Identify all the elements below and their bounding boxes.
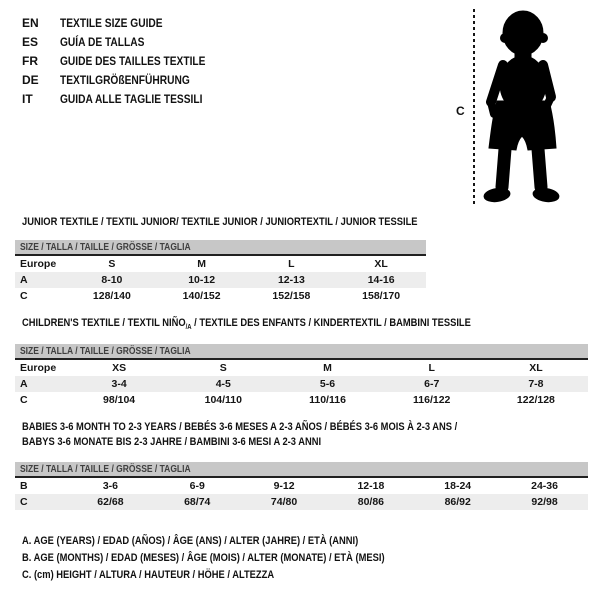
row-label: Europe [20,362,57,374]
measure-legend: A. AGE (YEARS) / EDAD (AÑOS) / ÂGE (ANS)… [22,535,449,586]
height-dashed-line [473,9,475,207]
size-cell: 128/140 [92,290,131,302]
lang-code: FR [22,53,38,68]
table-row: Europe XS S M L XL [15,360,588,376]
size-cell: 116/122 [413,394,451,406]
size-cell: 152/158 [272,290,311,302]
legend-line-c: C. (cm) HEIGHT / ALTURA / HAUTEUR / HÖHE… [22,569,275,581]
row-label: B [20,480,28,492]
size-cell: 158/170 [362,290,401,302]
table-row: A 8-10 10-12 12-13 14-16 [15,272,426,288]
size-cell: 6-9 [189,480,205,492]
size-cell: 18-24 [444,480,472,492]
size-cell: 80/86 [357,496,385,508]
table-row: B 3-6 6-9 9-12 12-18 18-24 24-36 [15,478,588,494]
lang-title: TEXTILGRÖßENFÜHRUNG [60,72,190,87]
size-cell: 6-7 [424,378,440,390]
children-section-title: CHILDREN'S TEXTILE / TEXTIL NIÑO/A / TEX… [22,317,471,332]
table-row: C 98/104 104/110 110/116 116/122 122/128 [15,392,588,408]
size-cell: 62/68 [97,496,124,508]
lang-title: GUÍA DE TALLAS [60,34,145,49]
size-cell: 3-6 [102,480,118,492]
size-cell: 8-10 [101,274,123,286]
size-cell: 74/80 [270,496,298,508]
legend-line-a: A. AGE (YEARS) / EDAD (AÑOS) / ÂGE (ANS)… [22,535,359,547]
lang-row-fr: FR GUIDE DES TAILLES TEXTILE [22,51,231,70]
row-label: A [20,378,28,390]
lang-code: EN [22,15,39,30]
size-header-bar: SIZE / TALLA / TAILLE / GRÖSSE / TAGLIA [15,240,426,256]
size-cell: 10-12 [188,274,216,286]
lang-title: GUIDE DES TAILLES TEXTILE [60,53,206,68]
baby-silhouette-icon [483,10,560,203]
lang-title: GUIDA ALLE TAGLIE TESSILI [60,91,203,106]
row-label: C [20,496,28,508]
size-cell: S [108,258,116,270]
junior-section-title: JUNIOR TEXTILE / TEXTIL JUNIOR/ TEXTILE … [22,216,418,228]
size-cell: XL [529,362,543,374]
table-row: A 3-4 4-5 5-6 6-7 7-8 [15,376,588,392]
table-row: Europe S M L XL [15,256,426,272]
size-cell: 5-6 [319,378,336,390]
row-label: Europe [20,258,57,270]
babies-size-table: SIZE / TALLA / TAILLE / GRÖSSE / TAGLIA … [15,462,588,510]
lang-code: DE [22,72,39,87]
size-header-bar: SIZE / TALLA / TAILLE / GRÖSSE / TAGLIA [15,462,588,478]
lang-row-es: ES GUÍA DE TALLAS [22,32,231,51]
height-measure-label: C [456,104,465,118]
size-cell: 122/128 [516,394,555,406]
size-cell: 4-5 [215,378,231,390]
language-title-block: EN TEXTILE SIZE GUIDE ES GUÍA DE TALLAS … [22,13,231,108]
size-cell: XS [112,362,127,374]
size-cell: 9-12 [273,480,295,492]
legend-line-b: B. AGE (MONTHS) / EDAD (MESES) / ÂGE (MO… [22,552,385,564]
size-header-bar: SIZE / TALLA / TAILLE / GRÖSSE / TAGLIA [15,344,588,360]
lang-row-it: IT GUIDA ALLE TAGLIE TESSILI [22,89,231,108]
size-cell: 98/104 [103,394,136,406]
lang-title: TEXTILE SIZE GUIDE [60,15,163,30]
lang-code: ES [22,34,39,49]
table-row: C 128/140 140/152 152/158 158/170 [15,288,426,304]
size-cell: M [323,362,332,374]
size-cell: L [428,362,435,374]
size-cell: 12-13 [277,274,305,286]
lang-row-en: EN TEXTILE SIZE GUIDE [22,13,231,32]
size-cell: 12-18 [357,480,385,492]
children-size-table: SIZE / TALLA / TAILLE / GRÖSSE / TAGLIA … [15,344,588,408]
table-row: C 62/68 68/74 74/80 80/86 86/92 92/98 [15,494,588,510]
row-label: A [20,274,28,286]
lang-row-de: DE TEXTILGRÖßENFÜHRUNG [22,70,231,89]
row-label: C [20,394,28,406]
size-cell: S [219,362,227,374]
size-cell: 3-4 [111,378,127,390]
lang-code: IT [22,91,33,106]
size-cell: 110/116 [309,394,346,406]
size-cell: XL [374,258,388,270]
size-cell: 14-16 [367,274,395,286]
size-cell: M [197,258,206,270]
size-cell: 104/110 [204,394,242,406]
size-cell: L [288,258,295,270]
subscript-a: /A [185,324,192,332]
size-cell: 7-8 [528,378,544,390]
size-cell: 68/74 [184,496,211,508]
size-cell: 24-36 [531,480,558,492]
size-cell: 86/92 [444,496,471,508]
babies-section-title: BABIES 3-6 MONTH TO 2-3 YEARS / BEBÉS 3-… [22,421,458,448]
row-label: C [20,290,28,302]
size-cell: 140/152 [182,290,221,302]
junior-size-table: SIZE / TALLA / TAILLE / GRÖSSE / TAGLIA … [15,240,426,304]
size-cell: 92/98 [531,496,558,508]
